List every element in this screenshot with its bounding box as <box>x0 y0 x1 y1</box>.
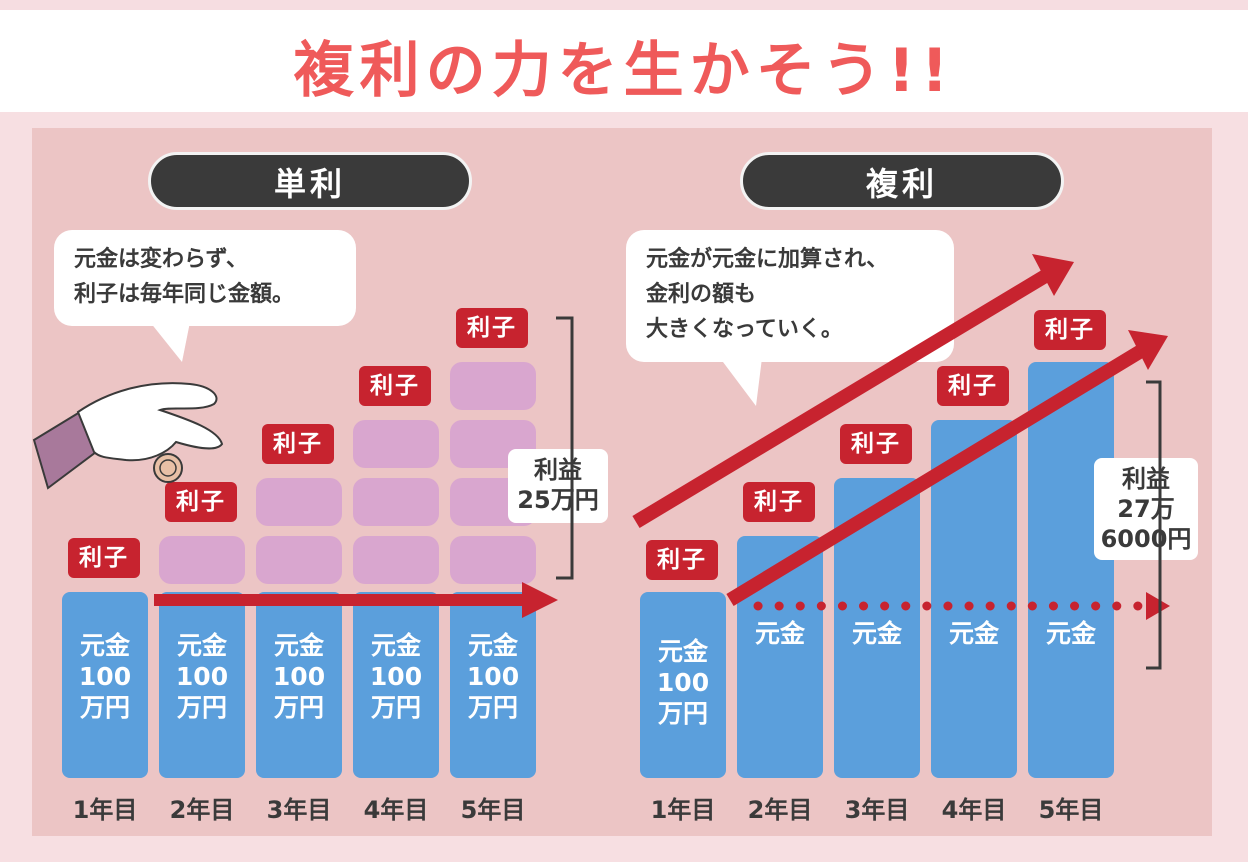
simple-interest-bubble: 元金は変わらず、 利子は毎年同じ金額。 <box>54 230 356 326</box>
page-title: 複利の力を生かそう!! <box>293 36 955 106</box>
bar-label: 元金 <box>851 619 902 648</box>
compound-interest-pill: 複利 <box>740 152 1064 210</box>
simple-principal-bar-3: 元金 100 万円 <box>256 592 342 778</box>
flat-arrow-icon <box>154 582 558 618</box>
profit-bracket-icon <box>1146 380 1162 670</box>
interest-block <box>450 362 536 410</box>
compound-profit-label: 利益 27万 6000円 <box>1094 458 1198 560</box>
simple-principal-bar-5: 元金 100 万円 <box>450 592 536 778</box>
interest-tag: 利子 <box>262 424 334 464</box>
simple-principal-bar-2: 元金 100 万円 <box>159 592 245 778</box>
year-label: 3年目 <box>266 796 332 824</box>
compound-interest-bubble: 元金が元金に加算され、 金利の額も 大きくなっていく。 <box>626 230 954 362</box>
year-label: 5年目 <box>1038 796 1104 824</box>
interest-block <box>159 536 245 584</box>
bar-label: 元金 <box>754 619 805 648</box>
interest-tag: 利子 <box>646 540 718 580</box>
dotted-arrow-icon <box>753 592 1170 620</box>
year-label: 4年目 <box>941 796 1007 824</box>
hand-coin-icon <box>32 382 224 490</box>
interest-tag: 利子 <box>1034 310 1106 350</box>
growth-arrow-icon <box>726 330 1168 606</box>
compound-principal-bar-1: 元金 100 万円 <box>640 592 726 778</box>
bubble-tail <box>720 358 762 406</box>
interest-tag: 利子 <box>840 424 912 464</box>
interest-block <box>450 536 536 584</box>
interest-tag: 利子 <box>456 308 528 348</box>
compound-principal-bar-5: 元金 <box>1028 362 1114 778</box>
bar-label: 元金 100 万円 <box>369 631 423 722</box>
interest-tag: 利子 <box>68 538 140 578</box>
year-label: 1年目 <box>72 796 138 824</box>
interest-block <box>353 478 439 526</box>
growth-arrow-icon <box>632 254 1074 528</box>
simple-profit-label: 利益 25万円 <box>508 449 608 523</box>
interest-block <box>256 536 342 584</box>
bar-label: 元金 100 万円 <box>78 631 132 722</box>
bar-label: 元金 <box>1045 619 1096 648</box>
year-label: 4年目 <box>363 796 429 824</box>
year-label: 3年目 <box>844 796 910 824</box>
bar-label: 元金 100 万円 <box>656 637 710 728</box>
interest-tag: 利子 <box>743 482 815 522</box>
year-label: 2年目 <box>169 796 235 824</box>
simple-principal-bar-4: 元金 100 万円 <box>353 592 439 778</box>
bubble-tail <box>150 322 190 362</box>
interest-block <box>353 420 439 468</box>
year-label: 2年目 <box>747 796 813 824</box>
bar-label: 元金 <box>948 619 999 648</box>
interest-tag: 利子 <box>165 482 237 522</box>
interest-tag: 利子 <box>359 366 431 406</box>
bar-label: 元金 100 万円 <box>272 631 326 722</box>
year-label: 1年目 <box>650 796 716 824</box>
simple-principal-bar-1: 元金 100 万円 <box>62 592 148 778</box>
interest-block <box>353 536 439 584</box>
title-bar <box>0 0 1248 112</box>
bar-label: 元金 100 万円 <box>175 631 229 722</box>
compound-principal-bar-4: 元金 <box>931 420 1017 778</box>
simple-interest-pill: 単利 <box>148 152 472 210</box>
interest-block <box>256 478 342 526</box>
profit-bracket-icon <box>556 316 574 580</box>
interest-tag: 利子 <box>937 366 1009 406</box>
bar-label: 元金 100 万円 <box>466 631 520 722</box>
year-label: 5年目 <box>460 796 526 824</box>
